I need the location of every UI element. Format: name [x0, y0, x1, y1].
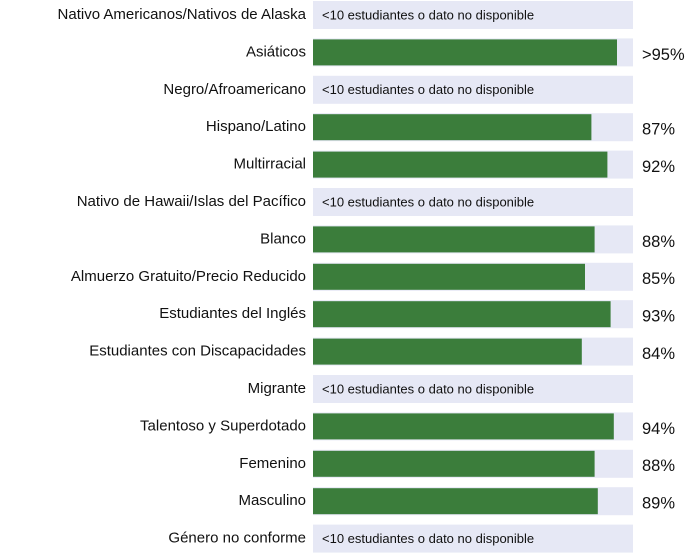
no-data-label: <10 estudiantes o dato no disponible — [322, 531, 534, 546]
category-label: Negro/Afroamericano — [163, 81, 306, 98]
value-label: 85% — [642, 270, 675, 288]
category-label: Nativo de Hawaii/Islas del Pacífico — [77, 193, 306, 210]
value-label: 89% — [642, 495, 675, 513]
bar-track — [313, 524, 633, 553]
category-label: Hispano/Latino — [206, 118, 306, 135]
bar — [313, 263, 585, 290]
category-label: Estudiantes del Inglés — [159, 305, 306, 322]
category-label: Género no conforme — [168, 530, 306, 547]
value-label: 84% — [642, 345, 675, 363]
no-data-label: <10 estudiantes o dato no disponible — [322, 7, 534, 22]
category-label: Nativo Americanos/Nativos de Alaska — [58, 6, 307, 23]
bar-track — [313, 188, 633, 216]
value-label: 94% — [642, 420, 675, 438]
value-label: 88% — [642, 457, 675, 475]
category-label: Asiáticos — [246, 43, 306, 60]
bar-track — [313, 1, 633, 29]
bar-track — [313, 375, 633, 403]
no-data-label: <10 estudiantes o dato no disponible — [322, 82, 534, 97]
category-label: Talentoso y Superdotado — [140, 417, 306, 434]
value-label: 92% — [642, 158, 675, 176]
category-label: Masculino — [238, 492, 306, 509]
value-label: 87% — [642, 121, 675, 139]
bar — [313, 39, 617, 66]
bar — [313, 226, 595, 253]
bar-track — [313, 75, 633, 104]
category-label: Blanco — [260, 230, 306, 247]
no-data-label: <10 estudiantes o dato no disponible — [322, 381, 534, 396]
bar — [313, 413, 614, 440]
category-label: Almuerzo Gratuito/Precio Reducido — [71, 268, 306, 285]
bar — [313, 488, 598, 515]
bar — [313, 338, 582, 365]
bar — [313, 301, 611, 328]
category-label: Migrante — [248, 380, 306, 397]
category-label: Multirracial — [233, 156, 306, 173]
value-label: 88% — [642, 233, 675, 251]
category-label: Femenino — [239, 455, 306, 472]
value-label: 93% — [642, 308, 675, 326]
no-data-label: <10 estudiantes o dato no disponible — [322, 194, 534, 209]
bar — [313, 151, 608, 178]
category-label: Estudiantes con Discapacidades — [89, 343, 306, 360]
value-label: >95% — [642, 46, 685, 64]
bar — [313, 450, 595, 477]
bar — [313, 114, 592, 141]
